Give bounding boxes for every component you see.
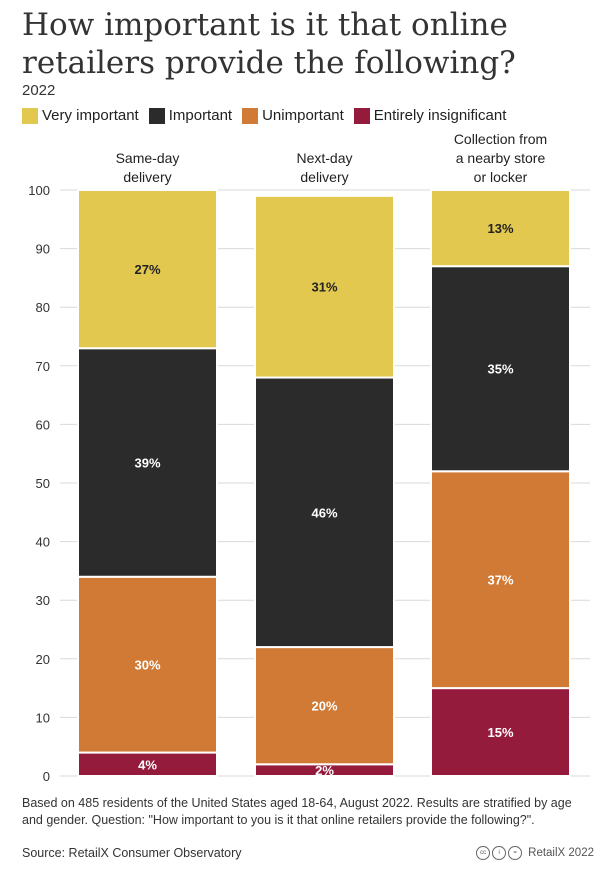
brand-label: RetailX 2022 [528, 847, 594, 859]
legend: Very important Important Unimportant Ent… [22, 107, 516, 124]
data-label: 27% [134, 262, 160, 277]
legend-item-important: Important [148, 107, 233, 124]
data-label: 35% [487, 362, 513, 377]
bar-segment [430, 687, 571, 777]
y-tick-label: 100 [28, 183, 50, 198]
y-tick-label: 0 [43, 769, 50, 784]
legend-swatch-entirely-insignificant [353, 107, 370, 124]
y-tick-label: 40 [36, 535, 50, 550]
legend-swatch-important [148, 107, 165, 124]
bar-segment [77, 347, 218, 578]
chart-subtitle: 2022 [22, 82, 56, 99]
bar-segment [254, 194, 395, 379]
legend-item-very-important: Very important [22, 107, 139, 124]
bar-segment [77, 575, 218, 754]
legend-item-unimportant: Unimportant [242, 107, 344, 124]
legend-swatch-unimportant [242, 107, 259, 124]
legend-label-important: Important [168, 107, 233, 124]
data-label: 46% [311, 505, 337, 520]
bar-segment [254, 376, 395, 649]
y-tick-label: 60 [36, 417, 50, 432]
category-label: Collection from [454, 131, 547, 147]
legend-item-entirely-insignificant: Entirely insignificant [353, 107, 507, 124]
source: Source: RetailX Consumer Observatory [22, 846, 242, 860]
chart-title: How important is it that online retailer… [22, 7, 516, 81]
legend-swatch-very-important [22, 107, 38, 124]
data-label: 39% [134, 455, 160, 470]
bar-segment [430, 470, 571, 690]
category-label: Next-day [296, 150, 352, 166]
y-tick-label: 80 [36, 300, 50, 315]
legend-label-very-important: Very important [42, 107, 139, 124]
by-icon: i [492, 846, 507, 860]
y-tick-label: 70 [36, 359, 50, 374]
y-tick-label: 50 [36, 476, 50, 491]
brand: cc i = RetailX 2022 [476, 846, 594, 860]
footnote: Based on 485 residents of the United Sta… [22, 796, 572, 827]
legend-label-entirely-insignificant: Entirely insignificant [373, 107, 507, 124]
category-label: delivery [300, 169, 348, 185]
data-label: 2% [315, 763, 334, 778]
equals-icon: = [508, 846, 523, 860]
legend-label-unimportant: Unimportant [262, 107, 344, 124]
category-label: Same-day [116, 150, 180, 166]
category-label: delivery [123, 169, 171, 185]
bar-segment [77, 189, 218, 350]
bar-segment [430, 265, 571, 473]
y-tick-label: 30 [36, 593, 50, 608]
data-label: 4% [138, 757, 157, 772]
y-tick-label: 20 [36, 652, 50, 667]
y-tick-label: 10 [36, 710, 50, 725]
y-tick-label: 90 [36, 242, 50, 257]
bar-segment [430, 189, 571, 268]
data-label: 15% [487, 725, 513, 740]
data-label: 31% [311, 280, 337, 295]
data-label: 13% [487, 221, 513, 236]
category-label: a nearby store [456, 150, 546, 166]
category-label: or locker [474, 169, 528, 185]
data-label: 37% [487, 573, 513, 588]
data-label: 20% [311, 699, 337, 714]
data-label: 30% [134, 658, 160, 673]
stacked-bar-chart: 0 10 20 30 40 50 60 70 80 90 100 Same-day delivery Ne… [28, 131, 590, 784]
cc-icon: cc [476, 846, 491, 860]
